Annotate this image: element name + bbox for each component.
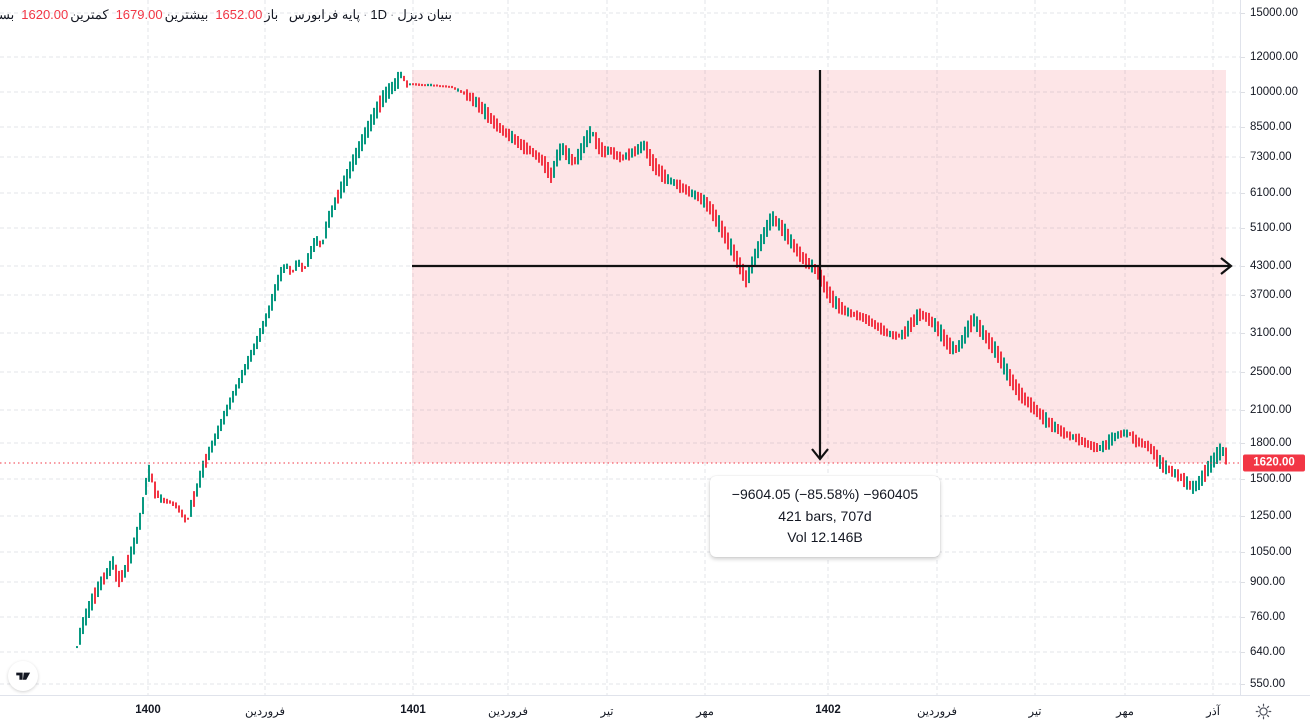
exchange-label: پایه فرابورس (288, 7, 361, 22)
price-tick-mark (1241, 228, 1245, 229)
last-price-badge: 1620.00 (1243, 454, 1305, 472)
price-tick-mark (1241, 582, 1245, 583)
price-tick-label: 2500.00 (1250, 366, 1292, 378)
price-tick-label: 550.00 (1250, 678, 1286, 690)
open-label: باز (264, 7, 279, 22)
price-tick-mark (1241, 193, 1245, 194)
time-tick-label: فروردین (487, 706, 529, 718)
price-tick-mark (1241, 157, 1245, 158)
price-tick-mark (1241, 652, 1245, 653)
price-tick-label: 4300.00 (1250, 260, 1292, 272)
measure-tooltip: −9604.05 (−85.58%) −960405 421 bars, 707… (710, 476, 940, 558)
time-tick-label: فروردین (916, 706, 958, 718)
price-tick-mark (1241, 479, 1245, 480)
candles (76, 71, 1227, 649)
measure-delta: −9604.05 (−85.58%) −960405 (731, 486, 919, 502)
plot-svg[interactable] (0, 0, 1240, 695)
price-tick-mark (1241, 443, 1245, 444)
price-tick-mark (1241, 295, 1245, 296)
price-tick-label: 640.00 (1250, 646, 1286, 658)
price-tick-mark (1241, 684, 1245, 685)
time-tick-label: 1401 (400, 704, 426, 716)
time-tick-label: تیر (1028, 706, 1042, 718)
price-tick-label: 3700.00 (1250, 289, 1292, 301)
price-tick-mark (1241, 92, 1245, 93)
close-label: بسته (0, 7, 15, 22)
time-tick-label: مهر (696, 706, 714, 718)
price-tick-mark (1241, 552, 1245, 553)
time-tick-label: فروردین (244, 706, 286, 718)
tradingview-logo[interactable] (8, 661, 38, 691)
price-tick-mark (1241, 13, 1245, 14)
price-tick-label: 1050.00 (1250, 546, 1292, 558)
price-tick-mark (1241, 516, 1245, 517)
symbol-name[interactable]: بنیان دیزل (397, 7, 452, 22)
price-tick-label: 900.00 (1250, 576, 1286, 588)
price-tick-mark (1241, 266, 1245, 267)
price-tick-mark (1241, 127, 1245, 128)
interval-label[interactable]: 1D (370, 7, 388, 22)
price-tick-label: 8500.00 (1250, 121, 1292, 133)
price-tick-label: 2100.00 (1250, 404, 1292, 416)
price-tick-label: 7300.00 (1250, 151, 1292, 163)
price-tick-label: 12000.00 (1250, 51, 1298, 63)
low-value: 1620.00 (21, 7, 69, 22)
open-value: 1652.00 (215, 7, 263, 22)
price-tick-label: 6100.00 (1250, 187, 1292, 199)
price-tick-mark (1241, 617, 1245, 618)
price-tick-label: 1800.00 (1250, 437, 1292, 449)
legend-separator: · (363, 7, 368, 22)
time-tick-label: آذر (1206, 706, 1220, 718)
price-axis[interactable]: 1620.00 15000.00 12000.00 10000.00 8500.00 7… (1240, 0, 1310, 695)
price-tick-label: 1500.00 (1250, 473, 1292, 485)
price-tick-label: 3100.00 (1250, 327, 1292, 339)
price-tick-label: 15000.00 (1250, 7, 1298, 19)
symbol-legend: بنیان دیزل·1D·پایه فرابورس باز1652.00بیش… (0, 7, 452, 23)
price-tick-mark (1241, 57, 1245, 58)
time-tick-label: 1402 (815, 704, 841, 716)
price-tick-label: 760.00 (1250, 611, 1286, 623)
price-tick-label: 5100.00 (1250, 222, 1292, 234)
measure-arrows[interactable] (412, 70, 1233, 461)
high-label: بیشترین (164, 7, 209, 22)
time-axis[interactable]: 1400 فروردین 1401 فروردین تیر مهر 1402 فروردین ت… (0, 695, 1310, 727)
time-tick-label: مهر (1116, 706, 1134, 718)
time-tick-label: 1400 (135, 704, 161, 716)
sun-icon (1255, 703, 1271, 719)
price-tick-label: 1250.00 (1250, 510, 1292, 522)
measure-volume: Vol 12.146B (787, 529, 863, 546)
chart-plot-area[interactable]: −9604.05 (−85.58%) −960405 421 bars, 707… (0, 0, 1240, 695)
price-tick-label: 10000.00 (1250, 86, 1298, 98)
price-tick-mark (1241, 333, 1245, 334)
price-tick-mark (1241, 410, 1245, 411)
sun-settings-button[interactable] (1252, 700, 1274, 722)
legend-separator: · (390, 7, 395, 22)
time-tick-label: تیر (600, 706, 614, 718)
tradingview-logo-icon (16, 672, 31, 680)
high-value: 1679.00 (115, 7, 163, 22)
low-label: کمترین (70, 7, 109, 22)
measure-bars: 421 bars, 707d (778, 507, 872, 524)
price-tick-mark (1241, 372, 1245, 373)
